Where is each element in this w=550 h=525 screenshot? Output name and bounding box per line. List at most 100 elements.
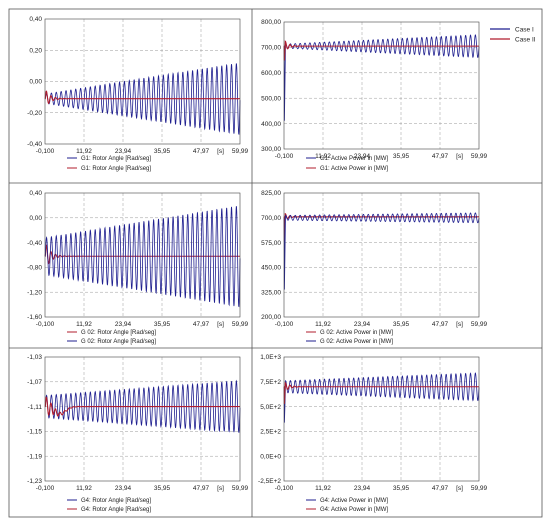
x-tick-label: 59,99 [471, 321, 488, 328]
y-tick-label: -0,20 [27, 110, 42, 117]
x-tick-label: 11,92 [76, 485, 92, 492]
y-tick-label: -1,60 [27, 314, 42, 321]
plot-area [44, 356, 241, 482]
y-tick-label: 400,00 [261, 121, 281, 128]
panel-5: -1,03 -1,07 -1,11 -1,15 -1,19 -1,23-0,100 11,9… [27, 354, 248, 513]
plot-area [283, 21, 480, 150]
panel-4: 825,00 700,00 575,00 450,00 325,00 200,00-0,1… [261, 190, 487, 345]
series-line-case1 [44, 206, 241, 308]
x-tick-label: -0,100 [36, 485, 55, 492]
y-tick-label: -2,5E+2 [258, 478, 281, 485]
y-tick-label: 0,40 [29, 190, 42, 197]
x-tick-label: 23,94 [354, 153, 371, 160]
y-tick-label: 7,5E+2 [260, 379, 281, 386]
y-tick-label: -1,03 [27, 354, 42, 361]
y-tick-label: -1,07 [27, 379, 42, 386]
x-tick-label: 47,97 [432, 321, 449, 328]
x-tick-label: 47,97 [193, 321, 210, 328]
plot-area [44, 18, 241, 145]
y-tick-label: 700,00 [261, 45, 281, 52]
series-legend-label: G1: Active Power in [MW] [320, 156, 388, 162]
y-tick-label: 0,00 [29, 79, 42, 86]
y-tick-label: -1,11 [28, 404, 43, 411]
y-tick-label: -0,40 [27, 240, 42, 247]
x-tick-label: -0,100 [275, 153, 294, 160]
x-tick-label: [s] [456, 321, 463, 328]
series-legend-label: G4: Active Power in [MW] [320, 507, 388, 513]
x-tick-label: [s] [456, 153, 463, 160]
y-tick-label: 1,0E+3 [260, 354, 281, 361]
x-tick-label: [s] [217, 148, 224, 155]
x-tick-label: 59,99 [232, 148, 249, 155]
legend-case1-label: Case I [515, 27, 534, 34]
series-line-case2 [44, 90, 240, 105]
y-tick-label: 2,5E+2 [260, 429, 281, 436]
x-tick-label: 59,99 [232, 321, 249, 328]
plot-area [44, 192, 241, 318]
series-line-case1 [283, 212, 480, 290]
x-tick-label: 47,97 [432, 153, 449, 160]
y-tick-label: 450,00 [261, 265, 281, 272]
panel-1: 0,40 0,20 0,00 -0,20 -0,40-0,100 11,92 23,94 35… [27, 16, 248, 172]
series-legend-label: G4: Rotor Angle [Rad/seg] [81, 498, 151, 504]
plot-area [283, 356, 480, 482]
x-tick-label: 35,95 [154, 148, 171, 155]
series-legend-label: G 02: Active Power in [MW] [320, 330, 393, 336]
series-legend-label: G1: Active Power in [MW] [320, 166, 388, 172]
x-tick-label: 59,99 [232, 485, 249, 492]
x-tick-label: 47,97 [193, 148, 210, 155]
x-tick-label: 11,92 [76, 148, 92, 155]
series-legend-label: G 02: Rotor Angle [Rad/seg] [81, 330, 156, 336]
series-legend-label: G 02: Rotor Angle [Rad/seg] [81, 339, 156, 345]
x-tick-label: 23,94 [354, 321, 371, 328]
panel-6: 1,0E+3 7,5E+2 5,0E+2 2,5E+2 0,0E+0 -2,5E+2-0,… [258, 354, 487, 513]
series-legend-label: G 02: Active Power in [MW] [320, 339, 393, 345]
panel-3: 0,40 0,00 -0,40 -0,80 -1,20 -1,60-0,100 11,92 2… [27, 190, 248, 345]
x-tick-label: 35,95 [154, 321, 171, 328]
y-tick-label: 200,00 [261, 314, 281, 321]
series-line-case1 [283, 372, 480, 423]
x-tick-label: 23,94 [115, 321, 132, 328]
x-tick-label: 23,94 [354, 485, 371, 492]
y-tick-label: 575,00 [261, 240, 281, 247]
x-tick-label: -0,100 [36, 321, 55, 328]
y-tick-label: 700,00 [261, 215, 281, 222]
x-tick-label: -0,100 [275, 321, 294, 328]
x-tick-label: 23,94 [115, 148, 132, 155]
series-line-case1 [44, 63, 241, 135]
series-legend-label: G1: Rotor Angle [Rad/seg] [81, 156, 151, 162]
series-line-case1 [44, 379, 241, 433]
y-tick-label: -1,20 [27, 289, 42, 296]
x-tick-label: 11,92 [315, 321, 331, 328]
series-legend-label: G4: Active Power in [MW] [320, 498, 388, 504]
y-tick-label: 300,00 [261, 146, 281, 153]
series-line-case2 [283, 40, 479, 61]
y-tick-label: -1,19 [27, 453, 42, 460]
y-tick-label: 0,0E+0 [260, 453, 281, 460]
series-line-case1 [283, 34, 480, 121]
y-tick-label: 500,00 [261, 95, 281, 102]
x-tick-label: [s] [456, 485, 463, 492]
x-tick-label: 47,97 [193, 485, 210, 492]
x-tick-label: 35,95 [393, 321, 410, 328]
y-tick-label: 5,0E+2 [260, 404, 281, 411]
series-line-case2 [44, 396, 240, 417]
x-tick-label: 23,94 [115, 485, 132, 492]
x-tick-label: 35,95 [154, 485, 171, 492]
x-tick-label: 47,97 [432, 485, 449, 492]
x-tick-label: 59,99 [471, 485, 488, 492]
x-tick-label: -0,100 [36, 148, 55, 155]
y-tick-label: -1,15 [27, 429, 42, 436]
x-tick-label: 59,99 [471, 153, 488, 160]
y-tick-label: 825,00 [261, 190, 281, 197]
series-line-case2 [283, 381, 479, 404]
y-tick-label: -0,40 [27, 141, 42, 148]
series-legend-label: G4: Rotor Angle [Rad/seg] [81, 507, 151, 513]
x-tick-label: 35,95 [393, 153, 410, 160]
x-tick-label: 11,92 [315, 153, 331, 160]
series-legend-label: G1: Rotor Angle [Rad/seg] [81, 166, 151, 172]
y-tick-label: 800,00 [261, 19, 281, 26]
panel-2: 800,00 700,00 600,00 500,00 400,00 300,00-0,1… [261, 19, 487, 172]
x-tick-label: [s] [217, 321, 224, 328]
